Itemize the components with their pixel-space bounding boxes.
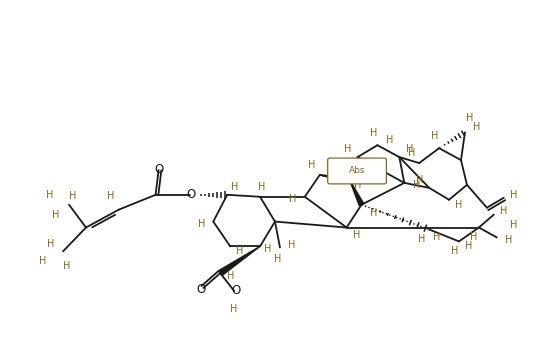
Text: H: H	[418, 235, 425, 244]
Text: H: H	[40, 256, 47, 266]
Text: O: O	[197, 282, 206, 296]
Text: H: H	[236, 246, 244, 256]
Text: H: H	[416, 175, 423, 185]
Text: H: H	[46, 190, 54, 200]
Text: H: H	[473, 122, 481, 132]
Text: H: H	[370, 128, 377, 138]
Text: O: O	[231, 284, 241, 298]
Text: H: H	[63, 261, 71, 271]
Text: H: H	[344, 144, 351, 154]
Text: H: H	[510, 190, 518, 200]
Text: H: H	[500, 206, 507, 216]
Text: H: H	[288, 240, 295, 251]
Text: H: H	[227, 271, 234, 281]
Text: H: H	[274, 254, 281, 264]
Text: H: H	[505, 235, 512, 245]
Text: H: H	[107, 191, 114, 201]
Text: H: H	[308, 160, 315, 170]
Text: H: H	[431, 131, 439, 141]
Text: Abs: Abs	[349, 166, 365, 176]
Text: H: H	[198, 219, 205, 228]
Text: H: H	[405, 144, 413, 154]
Text: H: H	[408, 148, 415, 158]
Text: H: H	[353, 231, 360, 240]
Text: H: H	[230, 304, 238, 314]
Text: H: H	[433, 233, 441, 242]
Polygon shape	[320, 175, 350, 182]
Text: H: H	[47, 239, 55, 250]
Polygon shape	[219, 246, 260, 276]
Text: O: O	[187, 188, 196, 201]
Text: H: H	[231, 182, 239, 192]
Text: H: H	[455, 200, 463, 210]
Text: H: H	[386, 135, 393, 145]
Text: H: H	[53, 210, 60, 220]
Text: H: H	[258, 182, 266, 192]
Text: H: H	[466, 114, 474, 123]
Text: H: H	[465, 241, 473, 251]
Text: O: O	[154, 162, 163, 176]
Text: H: H	[354, 180, 361, 190]
Text: H: H	[451, 246, 459, 256]
FancyBboxPatch shape	[328, 158, 387, 184]
Text: H: H	[264, 244, 272, 254]
Text: H: H	[370, 208, 377, 218]
Text: H: H	[289, 194, 296, 204]
Polygon shape	[350, 180, 364, 206]
Text: H: H	[470, 233, 477, 242]
Text: H: H	[412, 180, 420, 190]
Text: H: H	[510, 220, 518, 230]
Text: H: H	[69, 191, 77, 201]
